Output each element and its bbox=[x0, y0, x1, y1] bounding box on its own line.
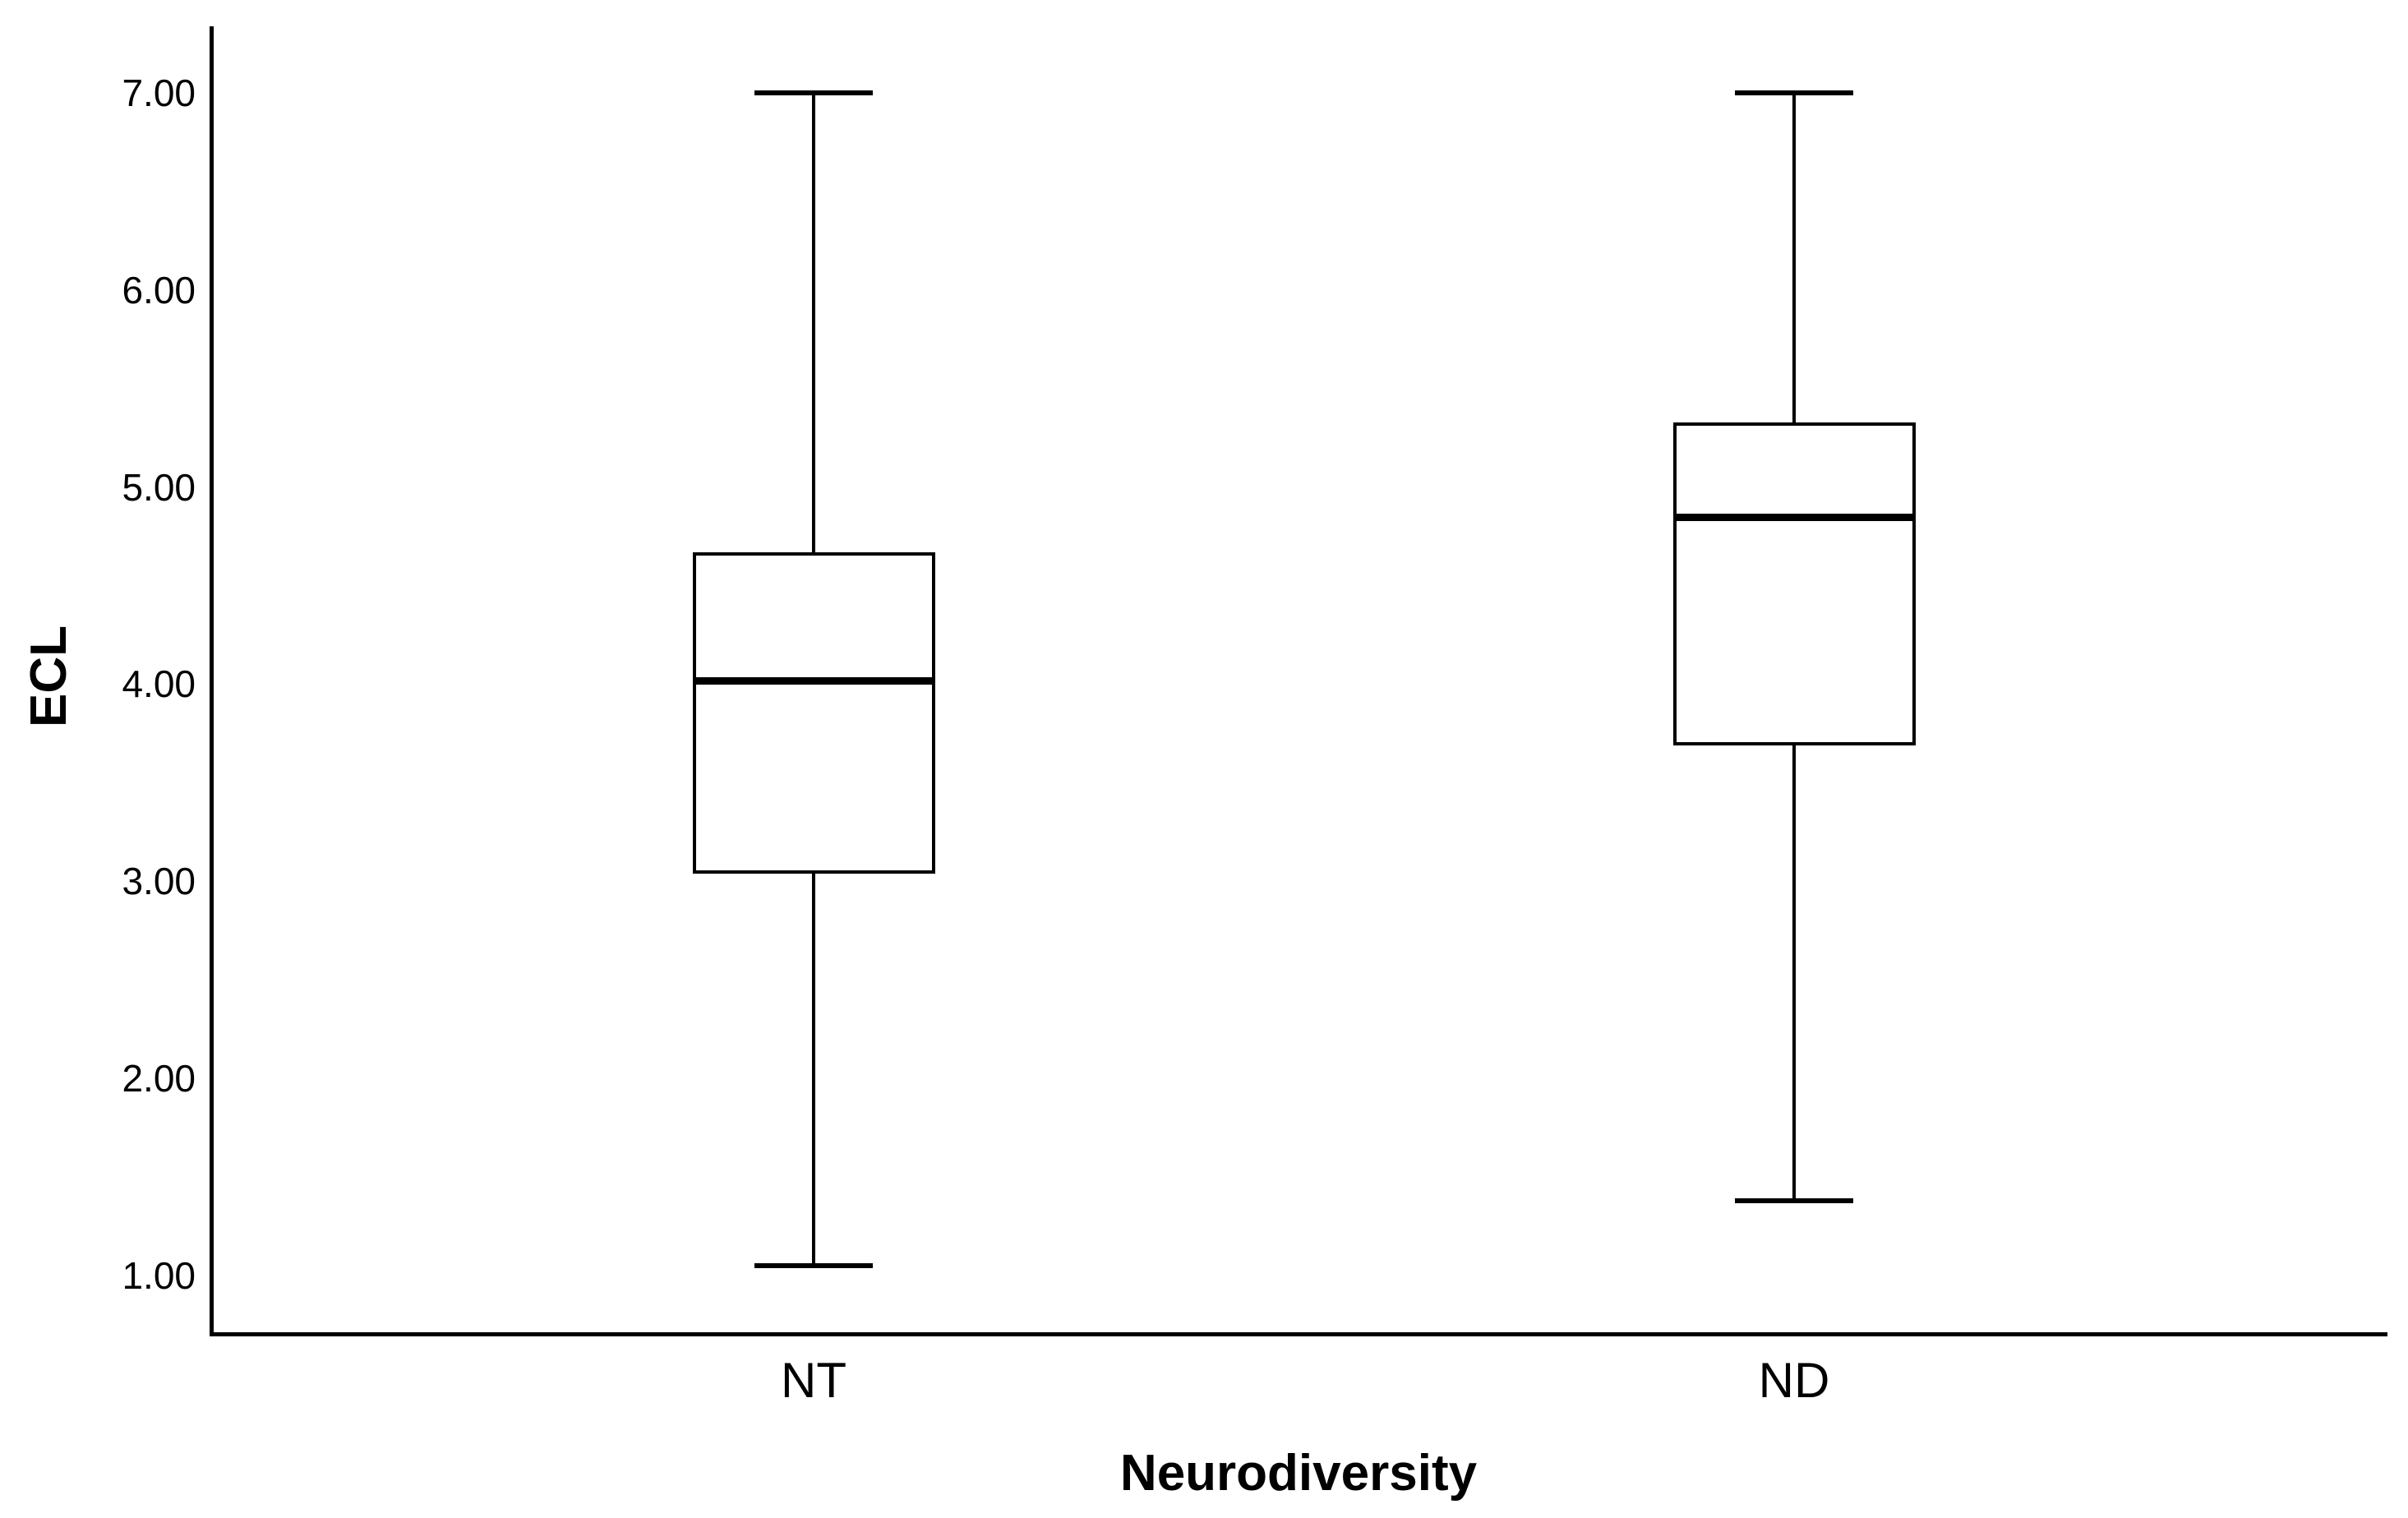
x-axis-title: Neurodiversity bbox=[1119, 1445, 1478, 1502]
whisker-cap-bottom bbox=[1735, 1197, 1853, 1203]
median-line bbox=[1672, 513, 1916, 521]
whisker-cap-top bbox=[754, 90, 873, 95]
y-axis-title: ECL bbox=[21, 625, 77, 727]
y-tick-label: 2.00 bbox=[122, 1057, 196, 1100]
y-tick-label: 1.00 bbox=[122, 1253, 196, 1297]
y-tick-label: 6.00 bbox=[122, 268, 196, 311]
x-category-label: NT bbox=[781, 1353, 846, 1408]
y-tick-label: 3.00 bbox=[122, 860, 196, 903]
median-line bbox=[692, 676, 935, 685]
whisker-cap-bottom bbox=[754, 1262, 873, 1268]
y-axis-line bbox=[210, 26, 214, 1336]
iqr-box bbox=[692, 551, 935, 874]
y-tick-label: 5.00 bbox=[122, 465, 196, 509]
iqr-box bbox=[1672, 422, 1916, 745]
whisker-cap-top bbox=[1735, 90, 1853, 95]
x-axis-line bbox=[210, 1332, 2387, 1336]
x-category-label: ND bbox=[1758, 1353, 1830, 1408]
y-tick-label: 4.00 bbox=[122, 662, 196, 706]
y-tick-label: 7.00 bbox=[122, 72, 196, 114]
